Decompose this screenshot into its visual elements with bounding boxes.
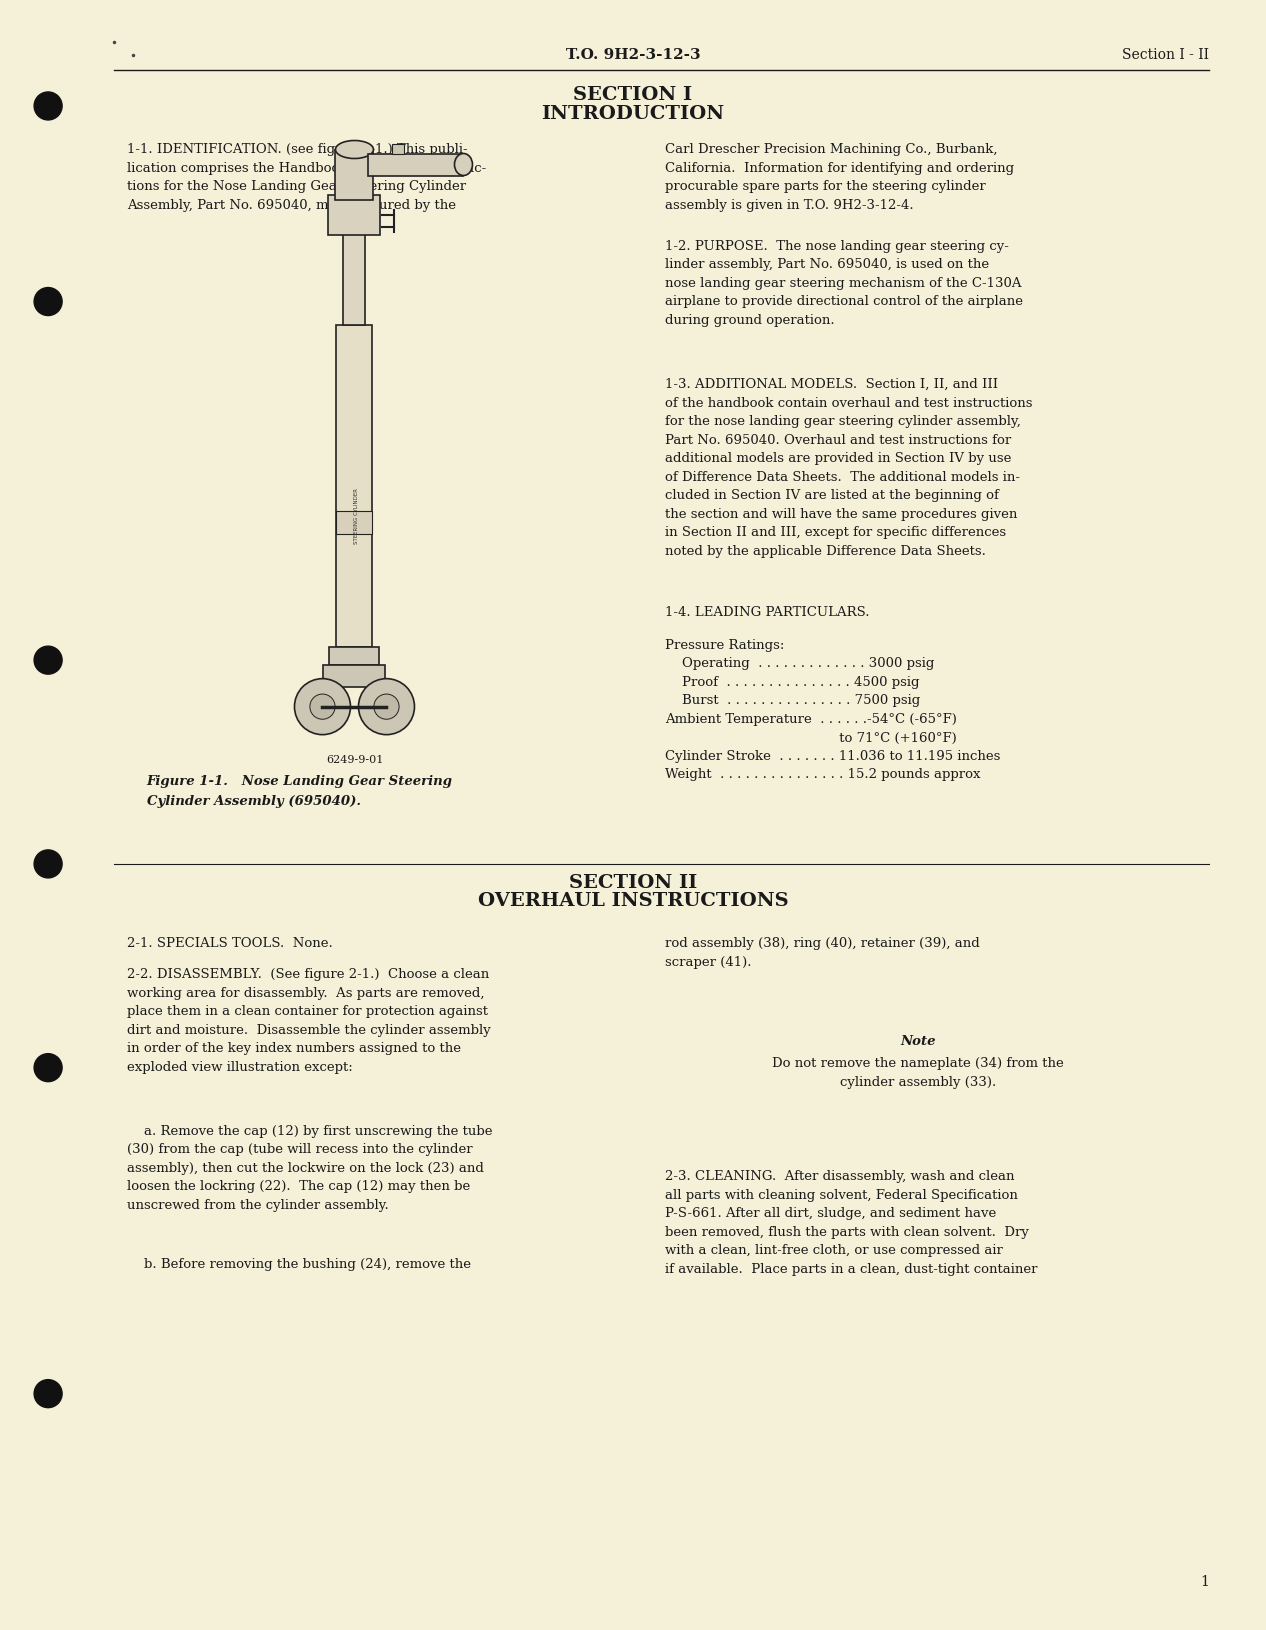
- Text: 6249-9-01: 6249-9-01: [325, 755, 384, 764]
- Text: 1-1. IDENTIFICATION. (see figure 1-1.) This publi-
lication comprises the Handbo: 1-1. IDENTIFICATION. (see figure 1-1.) T…: [127, 143, 486, 212]
- Text: STEERING CYLINDER: STEERING CYLINDER: [354, 487, 360, 543]
- Ellipse shape: [335, 140, 373, 158]
- Circle shape: [34, 1379, 62, 1408]
- Bar: [335, 150, 373, 199]
- Text: SECTION II: SECTION II: [568, 874, 698, 893]
- Bar: [337, 512, 372, 535]
- Circle shape: [310, 694, 335, 719]
- Text: 1-3. ADDITIONAL MODELS.  Section I, II, and III
of the handbook contain overhaul: 1-3. ADDITIONAL MODELS. Section I, II, a…: [665, 378, 1032, 557]
- Text: 1: 1: [1200, 1575, 1209, 1589]
- Text: b. Before removing the bushing (24), remove the: b. Before removing the bushing (24), rem…: [127, 1258, 471, 1271]
- Text: Cylinder Assembly (695040).: Cylinder Assembly (695040).: [147, 795, 361, 808]
- Bar: [368, 153, 463, 176]
- Text: INTRODUCTION: INTRODUCTION: [542, 104, 724, 124]
- Bar: [328, 194, 381, 235]
- Circle shape: [295, 678, 351, 735]
- Text: Do not remove the nameplate (34) from the
cylinder assembly (33).: Do not remove the nameplate (34) from th…: [772, 1056, 1063, 1089]
- Circle shape: [373, 694, 399, 719]
- Text: Pressure Ratings:
    Operating  . . . . . . . . . . . . . 3000 psig
    Proof  : Pressure Ratings: Operating . . . . . . …: [665, 639, 1000, 781]
- Text: 2-3. CLEANING.  After disassembly, wash and clean
all parts with cleaning solven: 2-3. CLEANING. After disassembly, wash a…: [665, 1170, 1037, 1276]
- Text: SECTION I: SECTION I: [573, 85, 693, 104]
- Text: 2-1. SPECIALS TOOLS.  None.: 2-1. SPECIALS TOOLS. None.: [127, 937, 333, 950]
- Bar: [324, 665, 385, 686]
- Bar: [343, 230, 366, 324]
- Circle shape: [34, 91, 62, 121]
- Text: 1-4. LEADING PARTICULARS.: 1-4. LEADING PARTICULARS.: [665, 606, 870, 619]
- Text: Section I - II: Section I - II: [1122, 49, 1209, 62]
- Circle shape: [34, 1053, 62, 1082]
- Text: 2-2. DISASSEMBLY.  (See figure 2-1.)  Choose a clean
working area for disassembl: 2-2. DISASSEMBLY. (See figure 2-1.) Choo…: [127, 968, 490, 1074]
- Text: rod assembly (38), ring (40), retainer (39), and
scraper (41).: rod assembly (38), ring (40), retainer (…: [665, 937, 980, 968]
- Circle shape: [34, 287, 62, 316]
- Text: T.O. 9H2-3-12-3: T.O. 9H2-3-12-3: [566, 49, 700, 62]
- Text: Figure 1-1.   Nose Landing Gear Steering: Figure 1-1. Nose Landing Gear Steering: [147, 774, 453, 787]
- Circle shape: [358, 678, 414, 735]
- Circle shape: [34, 645, 62, 675]
- Bar: [329, 647, 380, 665]
- Bar: [392, 143, 404, 153]
- Ellipse shape: [454, 153, 472, 176]
- Text: Carl Drescher Precision Machining Co., Burbank,
California.  Information for ide: Carl Drescher Precision Machining Co., B…: [665, 143, 1014, 212]
- Text: 1-2. PURPOSE.  The nose landing gear steering cy-
linder assembly, Part No. 6950: 1-2. PURPOSE. The nose landing gear stee…: [665, 240, 1023, 326]
- Text: Note: Note: [900, 1035, 936, 1048]
- Bar: [337, 324, 372, 647]
- Text: OVERHAUL INSTRUCTIONS: OVERHAUL INSTRUCTIONS: [477, 892, 789, 911]
- Text: a. Remove the cap (12) by first unscrewing the tube
(30) from the cap (tube will: a. Remove the cap (12) by first unscrewi…: [127, 1125, 492, 1211]
- Circle shape: [34, 849, 62, 879]
